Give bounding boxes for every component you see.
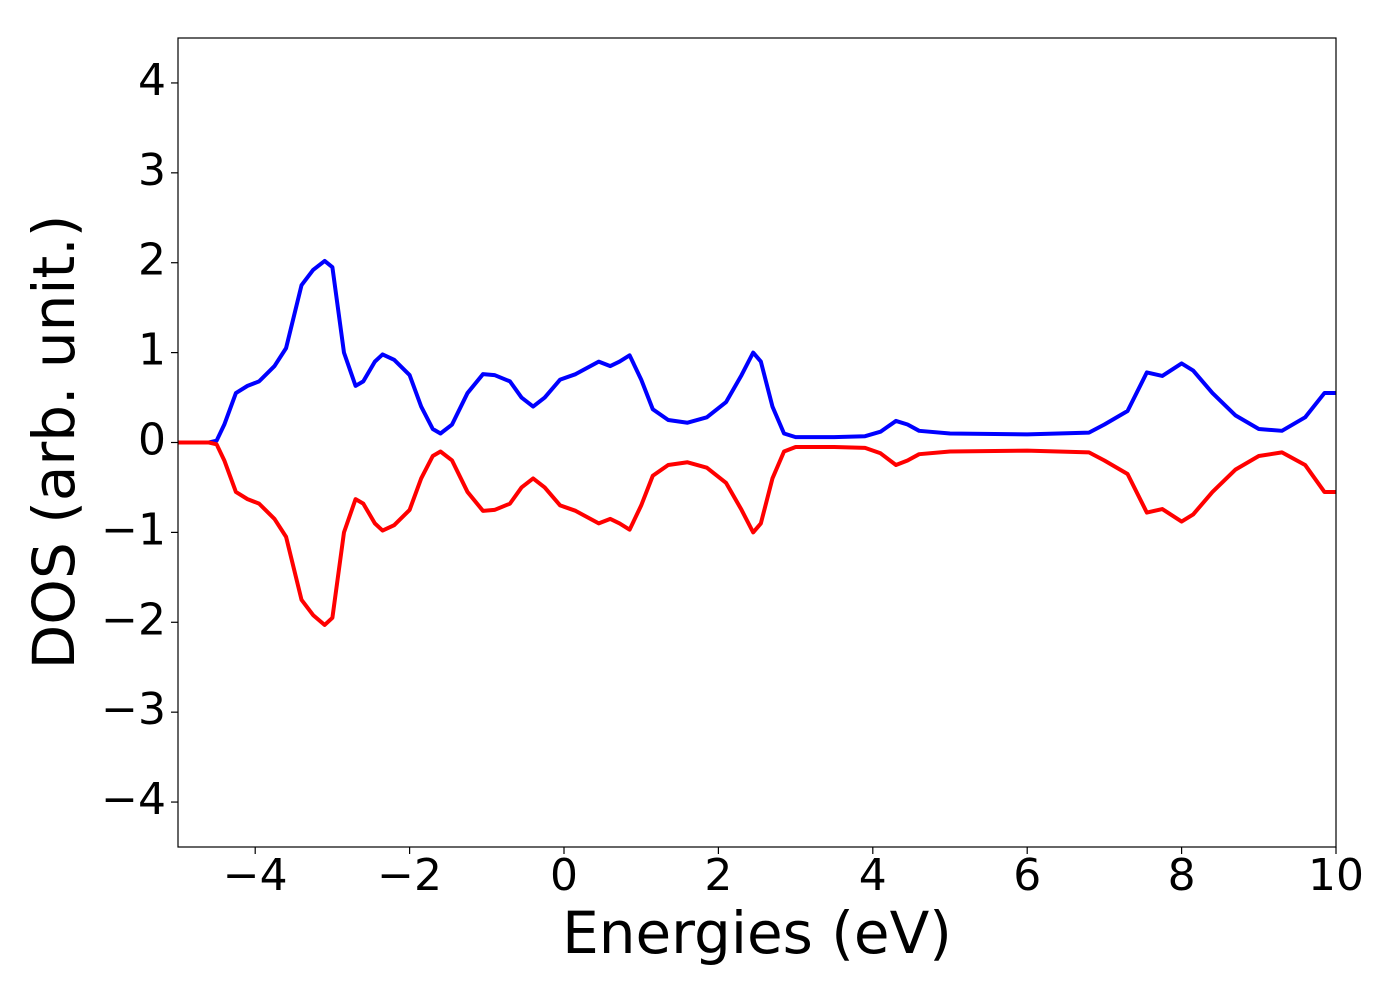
x-tick-label: 8 xyxy=(1168,850,1196,901)
y-tick-label: −4 xyxy=(101,774,166,825)
x-axis-label: Energies (eV) xyxy=(562,899,952,967)
x-tick-label: −2 xyxy=(377,850,442,901)
x-tick-label: 2 xyxy=(704,850,732,901)
plot-frame xyxy=(177,37,1337,848)
y-axis-label: DOS (arb. unit.) xyxy=(20,215,88,670)
y-tick-label: 3 xyxy=(138,145,166,196)
y-tick-label: 2 xyxy=(138,235,166,286)
y-tick-label: 1 xyxy=(138,325,166,376)
y-tick-label: −2 xyxy=(101,594,166,645)
x-tick-label: 0 xyxy=(550,850,578,901)
x-tick-label: −4 xyxy=(223,850,288,901)
series-line xyxy=(178,258,1336,445)
y-tick-label: −3 xyxy=(101,684,166,735)
y-tick-label: 4 xyxy=(138,55,166,106)
x-tick-label: 4 xyxy=(859,850,887,901)
series-line xyxy=(178,440,1336,627)
y-tick-label: −1 xyxy=(101,504,166,555)
x-tick-label: 6 xyxy=(1013,850,1041,901)
y-tick-label: 0 xyxy=(138,415,166,466)
x-tick-label: 10 xyxy=(1308,850,1364,901)
